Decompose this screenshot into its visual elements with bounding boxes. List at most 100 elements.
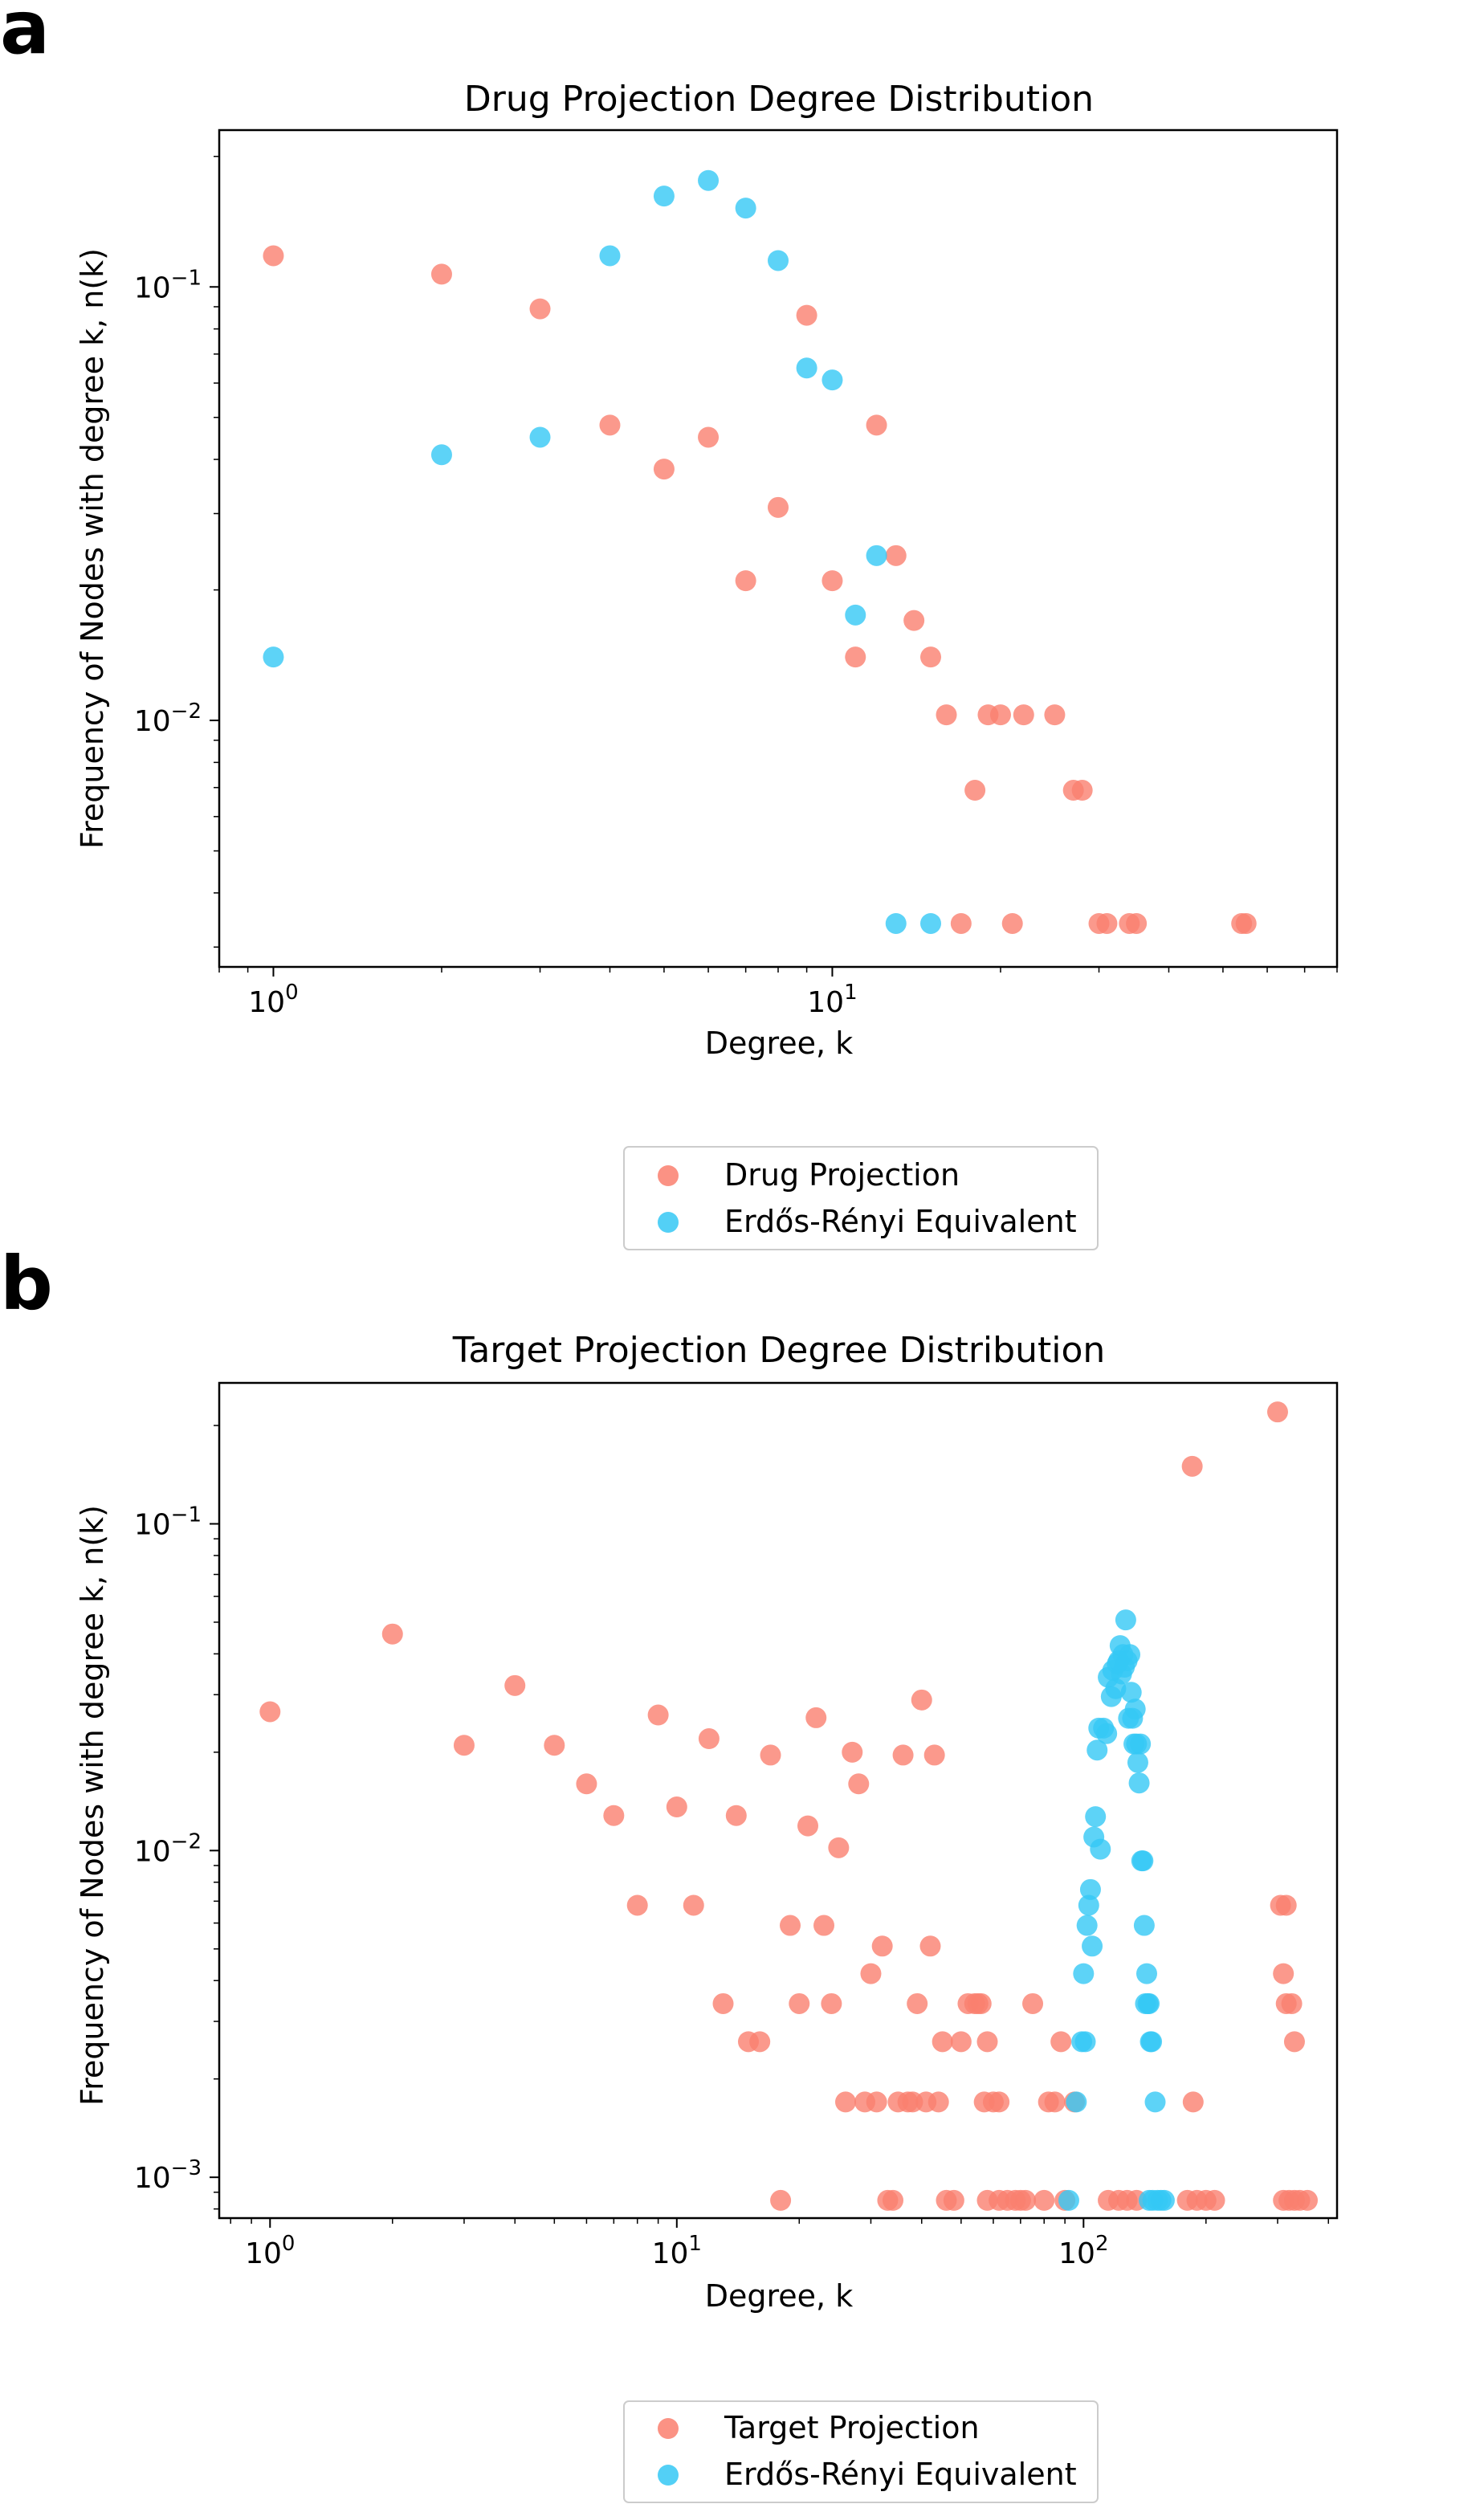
data-point-b-series-1 xyxy=(1115,1609,1136,1631)
data-point-b-series-0 xyxy=(626,1894,648,1916)
x-tick-label: 102 xyxy=(1058,2232,1108,2270)
data-point-b-series-1 xyxy=(1082,1935,1103,1957)
panel-b-legend-frame xyxy=(623,2400,1099,2503)
data-point-b-series-1 xyxy=(1086,1739,1108,1761)
data-point-b-series-0 xyxy=(883,2189,904,2211)
data-point-b-series-0 xyxy=(842,1741,863,1763)
panel-a-legend: Drug Projection Erdős-Rényi Equivalent xyxy=(623,1146,1099,1250)
data-point-a-series-1 xyxy=(599,245,621,267)
data-point-b-series-0 xyxy=(1181,1455,1203,1477)
data-point-b-series-0 xyxy=(712,1992,734,2014)
data-point-a-series-0 xyxy=(1071,780,1093,801)
panel-a-ylabel: Frequency of Nodes with degree k, n(k) xyxy=(75,248,110,849)
data-point-b-series-1 xyxy=(1120,1682,1142,1703)
data-point-b-series-0 xyxy=(911,1689,932,1711)
panel-b-ylabel: Frequency of Nodes with degree k, n(k) xyxy=(75,1505,110,2106)
data-point-a-series-1 xyxy=(430,444,452,466)
data-point-b-series-0 xyxy=(871,1935,893,1957)
data-point-b-series-1 xyxy=(1139,1992,1160,2014)
panel-b: b Target Projection Degree Distribution … xyxy=(0,1241,1339,2503)
data-point-a-series-0 xyxy=(263,245,284,267)
data-point-b-series-0 xyxy=(698,1728,720,1750)
data-point-a-series-0 xyxy=(599,414,621,436)
legend-b-target-label: Target Projection xyxy=(724,2410,980,2445)
data-point-a-series-0 xyxy=(1096,912,1118,934)
data-point-a-series-1 xyxy=(768,250,789,271)
data-point-b-series-0 xyxy=(828,1837,850,1858)
data-point-b-series-1 xyxy=(1090,1838,1111,1860)
data-point-a-series-1 xyxy=(866,544,887,566)
data-point-b-series-0 xyxy=(603,1805,625,1826)
data-point-a-series-0 xyxy=(964,780,986,801)
data-point-b-series-1 xyxy=(1135,1963,1157,1984)
data-point-a-series-0 xyxy=(989,704,1011,726)
data-point-a-series-0 xyxy=(822,570,843,592)
data-point-b-series-1 xyxy=(1144,2091,1166,2113)
data-point-b-series-0 xyxy=(770,2189,792,2211)
legend-a-er-label: Erdős-Rényi Equivalent xyxy=(724,1204,1077,1239)
panel-a: a Drug Projection Degree Distribution 10… xyxy=(0,0,1339,1250)
data-point-b-series-0 xyxy=(381,1623,403,1645)
data-point-a-series-1 xyxy=(822,369,843,391)
data-point-b-series-0 xyxy=(666,1796,687,1818)
data-point-b-series-1 xyxy=(1066,2091,1087,2113)
data-point-b-series-0 xyxy=(259,1701,281,1723)
data-point-a-series-1 xyxy=(263,646,284,668)
data-point-b-series-0 xyxy=(866,2091,887,2113)
data-point-b-series-0 xyxy=(1266,1401,1288,1423)
data-point-b-series-0 xyxy=(504,1674,526,1696)
x-tick-label: 101 xyxy=(807,981,857,1019)
data-point-a-series-0 xyxy=(1126,912,1148,934)
data-point-a-series-0 xyxy=(1001,912,1023,934)
data-point-b-series-0 xyxy=(860,1963,882,1984)
data-point-b-series-0 xyxy=(576,1773,597,1795)
legend-a-er-marker xyxy=(658,1212,679,1233)
data-point-a-series-0 xyxy=(768,496,789,518)
data-point-b-series-0 xyxy=(805,1707,827,1728)
data-point-a-series-0 xyxy=(920,646,942,668)
data-point-b-series-0 xyxy=(1297,2189,1319,2211)
data-point-b-series-0 xyxy=(453,1735,475,1756)
data-point-b-series-0 xyxy=(1015,2189,1037,2211)
data-point-b-series-0 xyxy=(1044,2091,1066,2113)
data-point-b-series-0 xyxy=(907,1992,928,2014)
data-point-b-series-0 xyxy=(928,2091,949,2113)
legend-b-er-label: Erdős-Rényi Equivalent xyxy=(724,2457,1077,2492)
y-tick-label: 10−3 xyxy=(134,2156,202,2195)
y-tick-label: 10−2 xyxy=(134,699,202,738)
panel-b-xlabel: Degree, k xyxy=(705,2278,853,2314)
data-point-b-series-0 xyxy=(789,1992,810,2014)
panel-b-legend: Target Projection Erdős-Rényi Equivalent xyxy=(623,2400,1099,2503)
data-point-b-series-0 xyxy=(1204,2189,1225,2211)
data-point-a-series-0 xyxy=(885,544,907,566)
data-point-a-series-0 xyxy=(430,263,452,285)
data-point-a-series-1 xyxy=(845,604,866,626)
data-point-b-series-0 xyxy=(1273,1963,1294,1984)
data-point-b-series-1 xyxy=(1153,2189,1175,2211)
y-tick-label: 10−2 xyxy=(134,1829,202,1868)
data-point-b-series-1 xyxy=(1096,1723,1118,1744)
data-point-b-series-1 xyxy=(1058,2189,1079,2211)
data-point-b-series-0 xyxy=(919,1935,941,1957)
data-point-b-series-1 xyxy=(1085,1806,1107,1828)
data-point-b-series-1 xyxy=(1124,1699,1146,1720)
data-point-a-series-0 xyxy=(1013,704,1034,726)
data-point-b-series-0 xyxy=(1283,2031,1305,2053)
data-point-b-series-1 xyxy=(1078,1894,1099,1916)
data-point-b-series-0 xyxy=(943,2189,964,2211)
panel-a-plot-area: 100 101 10−2 10−1 xyxy=(134,156,1338,1019)
panel-a-axes-frame xyxy=(218,128,1339,969)
y-tick-label: 10−1 xyxy=(134,1503,202,1541)
y-tick-label: 10−1 xyxy=(134,266,202,304)
data-point-b-series-0 xyxy=(1022,1992,1044,2014)
legend-b-target-marker xyxy=(658,2418,679,2439)
data-point-b-series-0 xyxy=(923,1744,945,1766)
panel-b-plot-area: 100 101 102 10−3 10−2 10−1 xyxy=(134,1401,1330,2270)
data-point-b-series-0 xyxy=(544,1735,565,1756)
data-point-b-series-1 xyxy=(1130,1733,1152,1755)
legend-a-drug-label: Drug Projection xyxy=(724,1157,960,1193)
data-point-b-series-1 xyxy=(1132,1850,1154,1872)
data-point-b-series-0 xyxy=(989,2091,1010,2113)
panel-a-xlabel: Degree, k xyxy=(705,1026,853,1061)
